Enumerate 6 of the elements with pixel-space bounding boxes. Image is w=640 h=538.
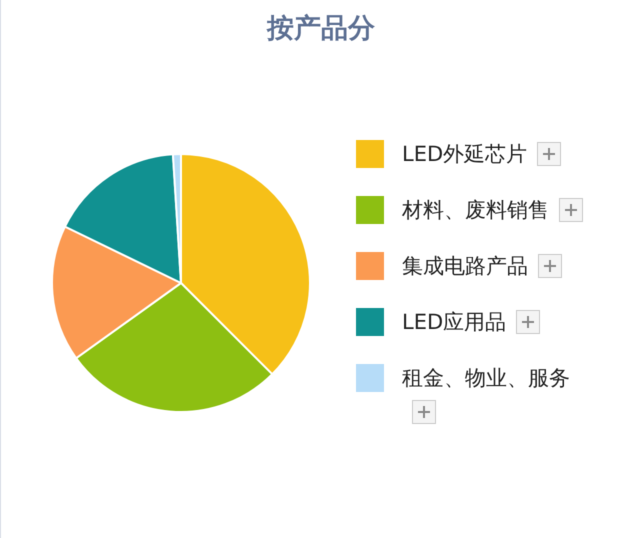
legend-label: LED外延芯片 <box>402 141 528 168</box>
chart-title: 按产品分 <box>265 12 376 46</box>
legend-label: 租金、物业、服务 <box>402 365 570 392</box>
legend-label: 材料、废料销售 <box>402 197 549 224</box>
legend-label: 集成电路产品 <box>402 253 528 280</box>
legend-label: LED应用品 <box>402 309 506 336</box>
